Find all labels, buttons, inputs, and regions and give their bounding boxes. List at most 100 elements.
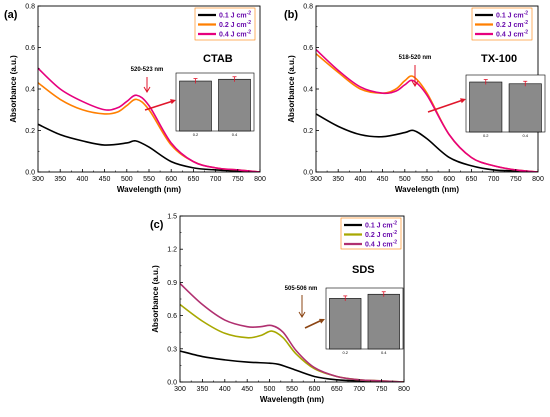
- peak-arrowhead-icon: [143, 86, 151, 93]
- x-axis-label: Wavelength (nm): [395, 185, 459, 194]
- x-tick-label: 450: [99, 176, 111, 183]
- x-tick-label: 300: [32, 176, 44, 183]
- x-tick-label: 400: [77, 176, 89, 183]
- y-tick-label: 0.0: [25, 170, 35, 177]
- surfactant-label: SDS: [352, 264, 375, 276]
- y-tick-label: 0.4: [303, 87, 313, 94]
- legend: 0.1 J cm-20.2 J cm-20.4 J cm-2: [194, 7, 256, 41]
- chart-panel-1: (a) 300 350 400 450 500 550 600 650 700 750 800 0.0 0…: [4, 4, 266, 195]
- x-tick-label: 500: [264, 386, 276, 393]
- inset-bar-1: [469, 81, 503, 133]
- x-tick-label: 600: [309, 386, 321, 393]
- y-tick-label: 0.8: [25, 4, 35, 11]
- x-tick-label: 550: [143, 176, 155, 183]
- series-line-1: [316, 113, 538, 172]
- pointer-arrowhead-icon: [319, 318, 325, 324]
- x-tick-label: 450: [377, 176, 389, 183]
- series-group: [316, 48, 538, 172]
- y-tick-label: 0.8: [303, 4, 313, 11]
- panel-label: (b): [284, 9, 298, 21]
- inset-bar-2: [218, 78, 251, 132]
- x-tick-label: 800: [398, 386, 410, 393]
- inset-tick-label: 0.2: [483, 133, 489, 138]
- legend-label-2: 0.2 J cm-2: [496, 20, 528, 29]
- legend: 0.1 J cm-20.2 J cm-20.4 J cm-2: [340, 217, 402, 250]
- pointer-arrow-icon: [427, 99, 464, 113]
- peak-annotation: 518-520 nm: [399, 55, 432, 61]
- inset-tick-label: 0.2: [342, 350, 348, 355]
- series-line-3: [38, 67, 260, 172]
- legend-label-1: 0.1 J cm-2: [219, 11, 251, 20]
- peak-arrowhead-icon: [411, 80, 419, 87]
- y-axis-label: Absorbance (a.u.): [151, 265, 160, 333]
- x-tick-label: 350: [54, 176, 66, 183]
- inset-bar-chart: 0.2 0.4: [325, 287, 404, 355]
- x-tick-label: 550: [286, 386, 298, 393]
- panel-label: (a): [4, 9, 18, 21]
- x-tick-label: 450: [241, 386, 253, 393]
- y-tick-label: 0.6: [25, 45, 35, 52]
- x-tick-label: 500: [121, 176, 133, 183]
- y-tick-label: 0.6: [303, 45, 313, 52]
- legend-label-2: 0.2 J cm-2: [219, 20, 251, 29]
- inset-bar-1: [329, 298, 362, 350]
- pointer-arrow-icon: [304, 319, 323, 329]
- x-axis-label: Wavelength (nm): [117, 185, 181, 194]
- x-tick-label: 500: [399, 176, 411, 183]
- x-tick-label: 650: [188, 176, 200, 183]
- x-axis-label: Wavelength (nm): [260, 395, 324, 404]
- x-tick-label: 400: [219, 386, 231, 393]
- peak-annotation: 505-506 nm: [285, 286, 318, 292]
- x-tick-label: 600: [165, 176, 177, 183]
- y-tick-label: 0.2: [303, 128, 313, 135]
- y-tick-label: 0.0: [167, 380, 177, 387]
- chart-panel-2: (b) 300 350 400 450 500 550 600 650 700 750 800 0.0 0…: [284, 4, 546, 194]
- x-tick-label: 700: [353, 386, 365, 393]
- inset-bar-chart: 0.2 0.4: [465, 74, 546, 138]
- x-tick-label: 800: [532, 176, 544, 183]
- legend: 0.1 J cm-20.2 J cm-20.4 J cm-2: [471, 7, 533, 41]
- inset-tick-label: 0.4: [522, 133, 528, 138]
- inset-tick-label: 0.4: [232, 132, 238, 137]
- y-tick-label: 1.5: [167, 214, 177, 221]
- y-tick-label: 0.3: [167, 346, 177, 353]
- x-tick-label: 550: [421, 176, 433, 183]
- x-tick-label: 350: [332, 176, 344, 183]
- legend-label-3: 0.4 J cm-2: [496, 30, 528, 39]
- x-tick-label: 750: [232, 176, 244, 183]
- y-axis-label: Absorbance (a.u.): [287, 55, 296, 123]
- panel-label: (c): [150, 219, 164, 231]
- inset-bar-2: [508, 83, 542, 133]
- legend-label-3: 0.4 J cm-2: [365, 240, 397, 249]
- legend-label-1: 0.1 J cm-2: [496, 11, 528, 20]
- peak-annotation: 520-523 nm: [131, 67, 164, 73]
- inset-bar-2: [367, 293, 400, 350]
- y-tick-label: 0.0: [303, 170, 313, 177]
- pointer-arrowhead-icon: [170, 99, 176, 105]
- series-line-3: [316, 48, 538, 172]
- x-tick-label: 650: [331, 386, 343, 393]
- x-tick-label: 750: [376, 386, 388, 393]
- x-tick-label: 600: [443, 176, 455, 183]
- x-tick-label: 400: [355, 176, 367, 183]
- series-line-1: [180, 350, 404, 382]
- x-tick-label: 300: [310, 176, 322, 183]
- x-tick-label: 650: [466, 176, 478, 183]
- x-tick-label: 800: [254, 176, 266, 183]
- x-tick-label: 350: [197, 386, 209, 393]
- chart-panel-3: (c) 300 350 400 450 500 550 600 650 700 750 800 0.0 0…: [150, 214, 410, 405]
- x-tick-label: 300: [174, 386, 186, 393]
- x-tick-label: 700: [210, 176, 222, 183]
- y-tick-label: 1.2: [167, 247, 177, 254]
- legend-label-2: 0.2 J cm-2: [365, 230, 397, 239]
- y-tick-label: 0.2: [25, 128, 35, 135]
- series-group: [38, 67, 260, 172]
- inset-bar-1: [179, 80, 212, 132]
- y-tick-label: 0.9: [167, 280, 177, 287]
- y-tick-label: 0.6: [167, 313, 177, 320]
- series-line-1: [38, 123, 260, 172]
- inset-bar-chart: 0.2 0.4: [175, 72, 255, 137]
- pointer-arrowhead-icon: [460, 98, 466, 104]
- x-tick-label: 750: [510, 176, 522, 183]
